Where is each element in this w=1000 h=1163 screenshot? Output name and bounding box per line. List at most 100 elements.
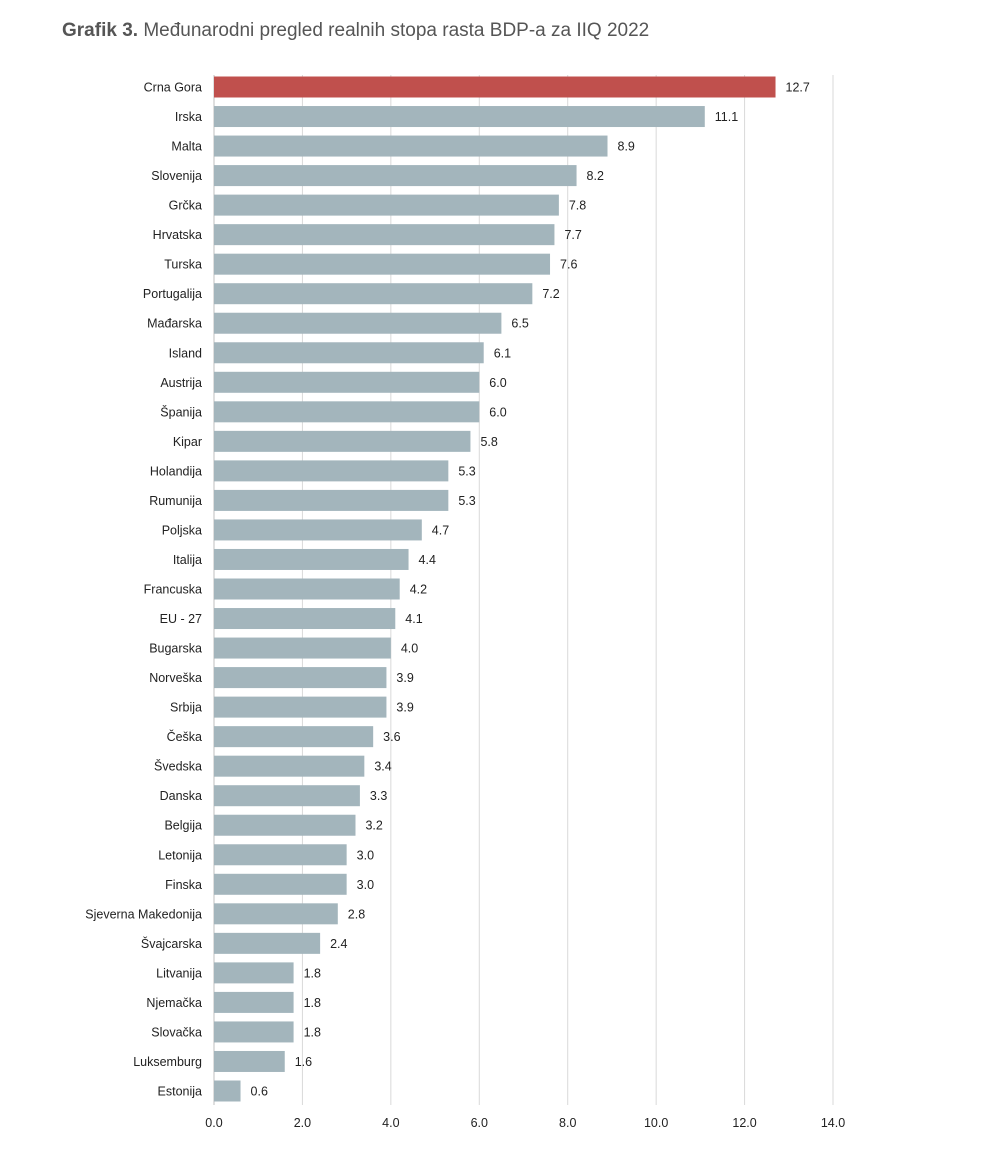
bar-kipar: [214, 430, 471, 452]
data-label: 7.6: [560, 258, 577, 272]
category-label: Srbija: [170, 701, 202, 715]
category-label: Luksemburg: [133, 1055, 202, 1069]
data-label: 3.3: [370, 789, 387, 803]
bar-norve-ka: [214, 667, 387, 689]
bar-bugarska: [214, 637, 391, 659]
category-label: Slovenija: [151, 169, 202, 183]
category-label: Rumunija: [149, 494, 202, 508]
category-label: Sjeverna Makedonija: [85, 907, 202, 921]
category-label: Turska: [164, 258, 202, 272]
data-label: 4.0: [401, 642, 418, 656]
bar-njema-ka: [214, 991, 294, 1013]
x-tick-label: 6.0: [471, 1116, 488, 1130]
x-tick-label: 2.0: [294, 1116, 311, 1130]
bar-poljska: [214, 519, 422, 541]
data-label: 3.2: [365, 819, 382, 833]
category-label: Francuska: [144, 583, 202, 597]
bar-irska: [214, 106, 705, 128]
category-label: Crna Gora: [144, 81, 202, 95]
bar--vajcarska: [214, 932, 321, 954]
data-label: 3.6: [383, 730, 400, 744]
category-label: Bugarska: [149, 642, 202, 656]
data-label: 3.0: [357, 878, 374, 892]
category-label: Estonija: [158, 1085, 203, 1099]
bar--vedska: [214, 755, 365, 777]
data-label: 1.8: [304, 966, 321, 980]
bar-luksemburg: [214, 1050, 285, 1072]
x-tick-label: 0.0: [205, 1116, 222, 1130]
category-label: Litvanija: [156, 966, 202, 980]
category-label: Italija: [173, 553, 202, 567]
data-label: 3.9: [396, 671, 413, 685]
data-label: 2.8: [348, 907, 365, 921]
data-label: 3.4: [374, 760, 391, 774]
bar-slovenija: [214, 165, 577, 187]
data-label: 5.3: [458, 494, 475, 508]
category-label: Grčka: [169, 199, 202, 213]
data-label: 3.0: [357, 848, 374, 862]
bar-holandija: [214, 460, 449, 482]
x-tick-label: 8.0: [559, 1116, 576, 1130]
chart-title: Grafik 3. Međunarodni pregled realnih st…: [62, 20, 649, 42]
category-label: EU - 27: [160, 612, 202, 626]
data-label: 1.8: [304, 1025, 321, 1039]
bar-turska: [214, 253, 551, 275]
bar-belgija: [214, 814, 356, 836]
bar-austrija: [214, 371, 480, 393]
data-label: 6.5: [511, 317, 528, 331]
category-label: Norveška: [149, 671, 202, 685]
data-label: 7.7: [564, 228, 581, 242]
category-label: Kipar: [173, 435, 202, 449]
category-label: Austrija: [160, 376, 202, 390]
data-label: 6.0: [489, 376, 506, 390]
data-label: 4.2: [410, 583, 427, 597]
data-label: 0.6: [251, 1085, 268, 1099]
bar-litvanija: [214, 962, 294, 984]
data-label: 12.7: [786, 81, 810, 95]
bar-malta: [214, 135, 608, 157]
bar--panija: [214, 401, 480, 423]
category-label: Malta: [171, 140, 202, 154]
bar--e-ka: [214, 726, 374, 748]
bar-eu-27: [214, 608, 396, 630]
category-label: Njemačka: [146, 996, 202, 1010]
x-tick-label: 14.0: [821, 1116, 845, 1130]
category-label: Island: [169, 346, 202, 360]
data-label: 4.1: [405, 612, 422, 626]
category-label: Letonija: [158, 848, 202, 862]
x-tick-label: 12.0: [732, 1116, 756, 1130]
bar-srbija: [214, 696, 387, 718]
bar-sjeverna-makedonija: [214, 903, 338, 925]
category-label: Švajcarska: [141, 936, 202, 951]
bar-italija: [214, 548, 409, 570]
category-label: Hrvatska: [153, 228, 202, 242]
category-label: Slovačka: [151, 1025, 202, 1039]
bar-gr-ka: [214, 194, 559, 216]
data-label: 5.8: [480, 435, 497, 449]
data-label: 6.0: [489, 405, 506, 419]
category-label: Češka: [167, 729, 202, 744]
bar-portugalija: [214, 283, 533, 305]
data-label: 1.8: [304, 996, 321, 1010]
bar-island: [214, 342, 484, 364]
category-label: Danska: [160, 789, 202, 803]
data-label: 6.1: [494, 346, 511, 360]
category-label: Finska: [165, 878, 202, 892]
bar-francuska: [214, 578, 400, 600]
data-label: 1.6: [295, 1055, 312, 1069]
data-label: 4.4: [419, 553, 436, 567]
bar-letonija: [214, 844, 347, 866]
x-tick-label: 10.0: [644, 1116, 668, 1130]
data-label: 8.9: [618, 140, 635, 154]
category-label: Irska: [175, 110, 202, 124]
data-label: 7.2: [542, 287, 559, 301]
bar-slova-ka: [214, 1021, 294, 1043]
bar-rumunija: [214, 489, 449, 511]
data-label: 3.9: [396, 701, 413, 715]
category-label: Španija: [160, 404, 202, 419]
bar-danska: [214, 785, 360, 807]
category-label: Švedska: [154, 759, 202, 774]
bar-crna-gora: [214, 76, 776, 98]
chart-title-text: Međunarodni pregled realnih stopa rasta …: [143, 20, 650, 41]
